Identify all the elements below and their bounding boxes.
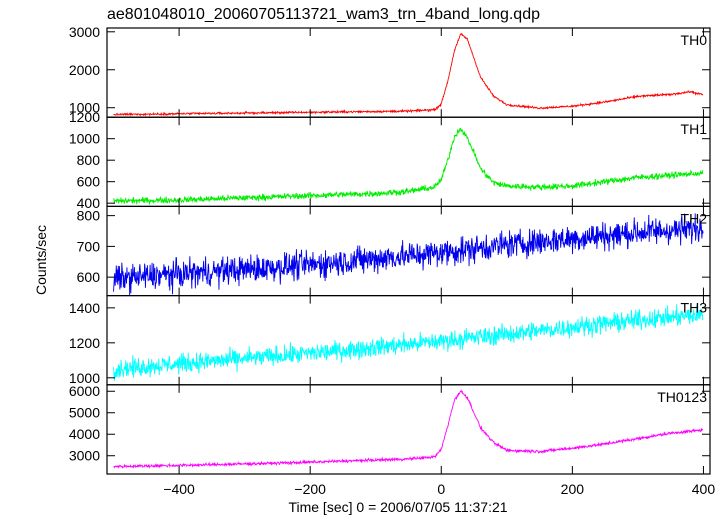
x-tick-label: −200 [294,481,326,497]
series-label-th0123: TH0123 [657,389,707,405]
y-tick-label: 4000 [69,426,100,442]
y-tick-label: 400 [77,195,101,211]
series-label-th1: TH1 [681,121,708,137]
y-tick-label: 1200 [69,335,100,351]
x-tick-label: −400 [163,481,195,497]
y-tick-label: 6000 [69,383,100,399]
chart-panels: 100020003000TH040060080010001200TH160070… [69,24,711,475]
panel-th2: 600 700 800 TH2 [77,205,711,297]
chart-title: ae801048010_20060705113721_wam3_trn_4ban… [107,6,540,23]
panel-th3: 1000 1200 1400 TH3 [69,295,711,386]
x-tick-label: 200 [561,481,585,497]
y-tick-label: 700 [77,238,101,254]
y-tick-label: 1200 [69,109,100,125]
panel-th0123: 3000 4000 5000 6000 TH0123 [69,383,711,475]
series-line-th0123 [113,389,704,470]
y-axis-label: Counts/sec [33,225,49,295]
y-tick-label: 5000 [69,405,100,421]
y-tick-label: 1400 [69,300,100,316]
series-line-th0 [113,32,704,117]
panel-frame [106,295,711,386]
x-axis-label: Time [sec] 0 = 2006/07/05 11:37:21 [288,499,507,515]
x-tick-label: 400 [692,481,716,497]
panel-th1: 400 600 800 1000 1200 TH1 [69,109,711,211]
series-line-th3 [113,304,704,381]
y-tick-label: 1000 [69,370,100,386]
y-tick-label: 800 [77,208,101,224]
x-tick-label: 0 [437,481,445,497]
y-tick-label: 1000 [69,100,100,116]
y-tick-label: 2000 [69,62,100,78]
series-label-th2: TH2 [681,210,708,226]
y-tick-label: 800 [77,152,101,168]
y-tick-label: 3000 [69,24,100,40]
panel-th0: 1000 2000 3000 TH0 [69,24,711,118]
y-tick-label: 3000 [69,448,100,464]
x-axis: −400 −200 0 200 400 [163,481,715,497]
y-tick-label: 600 [77,269,101,285]
panel-frame [106,384,711,475]
series-label-th3: TH3 [681,300,708,316]
series-line-th2 [113,213,704,296]
panel-frame [106,27,711,118]
y-tick-label: 1000 [69,131,100,147]
series-label-th0: TH0 [681,32,708,48]
y-tick-label: 600 [77,174,101,190]
series-line-th1 [113,127,704,205]
